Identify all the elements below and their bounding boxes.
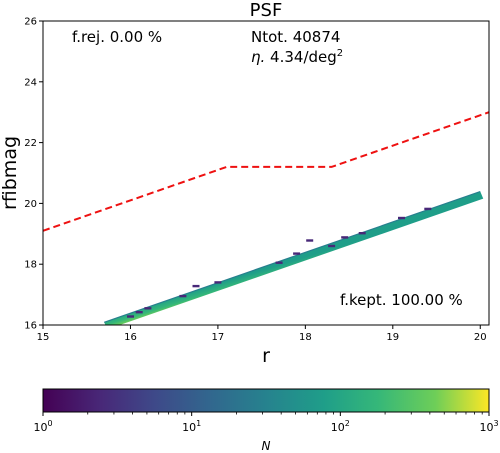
outlier-point [306,239,314,242]
y-tick-label: 24 [24,77,37,88]
x-axis-label: r [262,345,270,367]
colorbar-tick-label: 102 [331,419,350,434]
colorbar-tick-label: 103 [479,419,498,434]
colorbar [42,388,490,413]
outlier-point [135,311,143,314]
outlier-points [127,207,432,318]
outlier-point [179,294,187,298]
colorbar-tick-label: 101 [182,419,201,434]
outlier-point [192,284,200,288]
outlier-point [275,261,283,264]
f-rej-annotation: f.rej. 0.00 % [72,28,162,46]
outlier-point [398,216,405,220]
colorbar-label: N [262,439,271,453]
y-tick-label: 18 [24,260,37,271]
x-tick-label: 19 [386,332,399,343]
x-tick-label: 18 [299,332,312,343]
ntot-annotation: Ntot. 40874 [251,28,340,46]
x-tick-label: 20 [474,332,487,343]
colorbar-tick-label: 100 [33,419,52,434]
x-tick-label: 16 [124,332,137,343]
outlier-point [293,252,301,255]
y-tick-label: 26 [24,17,37,28]
outlier-point [127,315,134,318]
eta-annotation: η. 4.34/deg2 [251,48,343,66]
y-tick-label: 20 [24,199,37,210]
y-tick-label: 22 [24,138,37,149]
y-axis-ticks: 16 18 20 22 24 26 [24,17,43,332]
outlier-point [341,236,349,239]
outlier-point [424,207,432,211]
eta-symbol: η. [251,48,265,66]
cut-line [43,111,489,232]
outlier-point [214,281,222,284]
eta-value: 4.34/deg [265,48,337,66]
stellar-locus [104,191,484,325]
eta-exponent: 2 [337,48,343,59]
f-kept-annotation: f.kept. 100.00 % [340,291,463,309]
colorbar-ticks: 100 101 102 103 [33,412,499,434]
x-tick-label: 17 [212,332,225,343]
outlier-point [328,244,336,248]
plot-frame [42,20,490,326]
outlier-point [358,232,366,235]
outlier-point [144,307,152,310]
stellar-locus-edge [104,190,481,323]
chart-title: PSF [250,0,283,21]
y-axis-label: rfibmag [0,136,21,210]
x-tick-label: 15 [37,332,50,343]
x-axis-ticks: 15 16 17 18 19 20 [37,325,487,343]
y-tick-label: 16 [24,321,37,332]
